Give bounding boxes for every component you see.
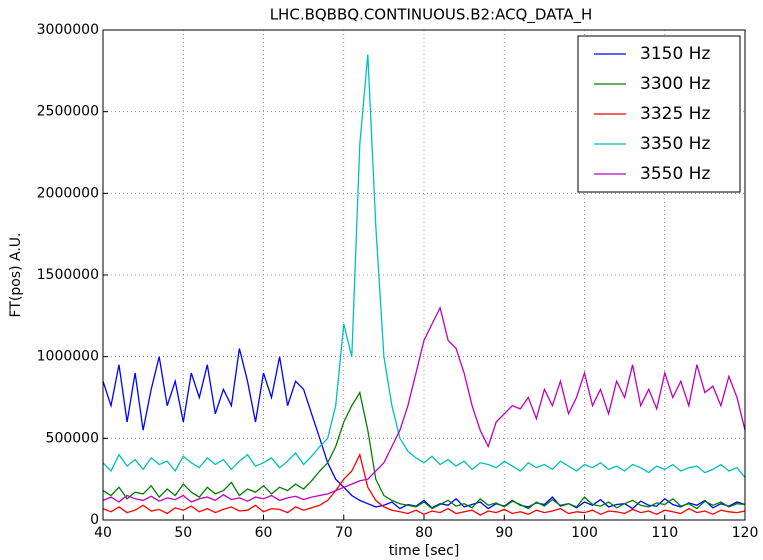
legend: 3150 Hz 3300 Hz 3325 Hz 3350 Hz 3550 Hz <box>577 35 741 193</box>
legend-label: 3350 Hz <box>640 134 710 154</box>
y-tick-label: 2000000 <box>37 185 99 201</box>
y-tick-label: 1000000 <box>37 349 99 365</box>
x-axis-label: time [sec] <box>389 543 460 559</box>
series-line <box>102 390 746 510</box>
legend-label: 3550 Hz <box>640 164 710 184</box>
series-line <box>102 452 746 516</box>
y-tick-label: 500000 <box>46 430 99 446</box>
y-tick-label: 3000000 <box>37 22 99 38</box>
x-tick-label: 100 <box>571 525 598 541</box>
legend-label: 3300 Hz <box>640 74 710 94</box>
x-tick-label: 70 <box>335 525 353 541</box>
legend-label: 3325 Hz <box>640 104 710 124</box>
series-line <box>102 305 746 503</box>
series-line <box>102 54 746 478</box>
y-tick-label: 2500000 <box>37 104 99 120</box>
y-axis-label: FT(pos) A.U. <box>8 233 24 318</box>
x-tick-label: 120 <box>732 525 759 541</box>
x-tick-label: 80 <box>415 525 433 541</box>
x-tick-label: 50 <box>174 525 192 541</box>
plot-frame <box>102 29 746 521</box>
chart-title: LHC.BQBBQ.CONTINUOUS.B2:ACQ_DATA_H <box>270 6 593 25</box>
y-tick-label: 1500000 <box>37 267 99 283</box>
x-tick-label: 40 <box>94 525 112 541</box>
legend-label: 3150 Hz <box>640 44 710 64</box>
y-tick-label: 0 <box>90 512 99 528</box>
x-tick-label: 110 <box>651 525 678 541</box>
x-tick-label: 90 <box>495 525 513 541</box>
x-tick-label: 60 <box>255 525 273 541</box>
